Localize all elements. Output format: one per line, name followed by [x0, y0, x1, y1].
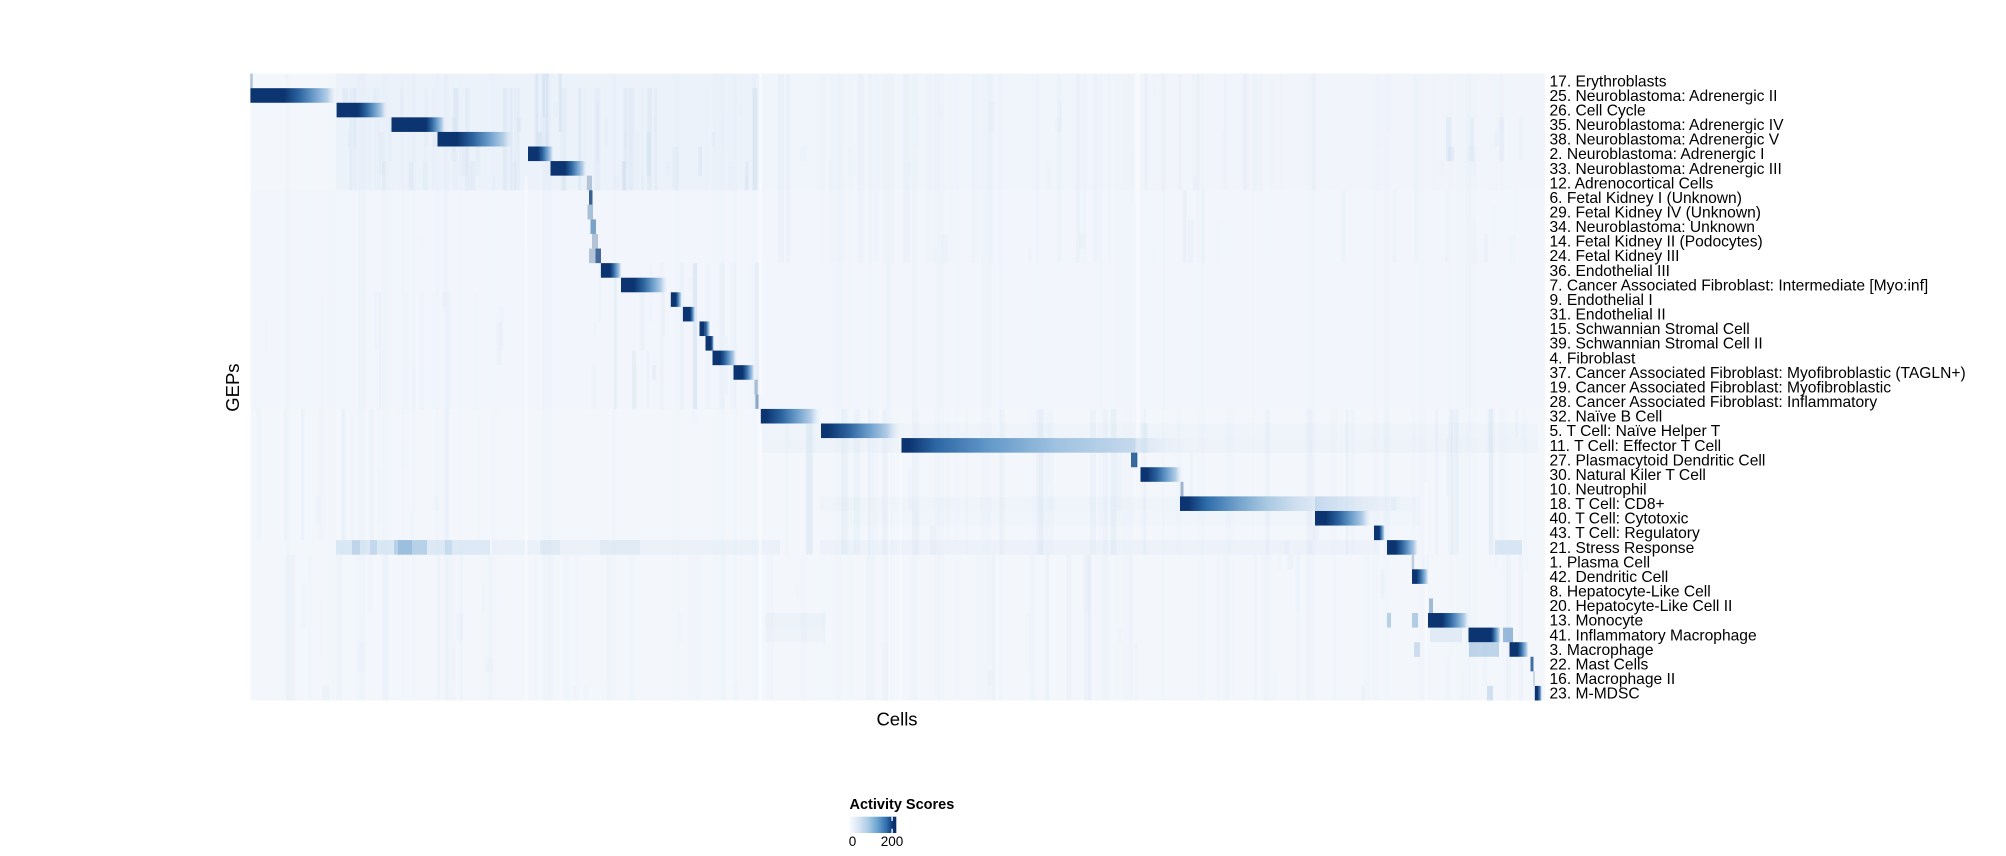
- svg-text:28. Cancer Associated Fibrobla: 28. Cancer Associated Fibroblast: Inflam…: [1550, 394, 1878, 411]
- svg-text:Cells: Cells: [876, 708, 917, 729]
- svg-text:14. Fetal Kidney II (Podocytes: 14. Fetal Kidney II (Podocytes): [1550, 234, 1763, 251]
- svg-text:19. Cancer Associated Fibrobla: 19. Cancer Associated Fibroblast: Myofib…: [1550, 379, 1892, 396]
- svg-text:21. Stress Response: 21. Stress Response: [1550, 540, 1695, 557]
- svg-text:0: 0: [849, 834, 857, 849]
- svg-text:5. T Cell: Naïve Helper T: 5. T Cell: Naïve Helper T: [1550, 423, 1721, 440]
- svg-text:32. Naïve B Cell: 32. Naïve B Cell: [1550, 409, 1663, 426]
- svg-text:15. Schwannian Stromal Cell: 15. Schwannian Stromal Cell: [1550, 321, 1750, 338]
- svg-text:17. Erythroblasts: 17. Erythroblasts: [1550, 73, 1667, 90]
- svg-text:4. Fibroblast: 4. Fibroblast: [1550, 350, 1636, 367]
- svg-text:22. Mast Cells: 22. Mast Cells: [1550, 657, 1649, 674]
- svg-text:30. Natural Kiler T Cell: 30. Natural Kiler T Cell: [1550, 467, 1706, 484]
- svg-text:38. Neuroblastoma: Adrenergic: 38. Neuroblastoma: Adrenergic V: [1550, 132, 1780, 149]
- svg-text:29. Fetal Kidney IV (Unknown): 29. Fetal Kidney IV (Unknown): [1550, 205, 1761, 222]
- svg-text:Activity Scores: Activity Scores: [850, 797, 955, 813]
- svg-text:12. Adrenocortical Cells: 12. Adrenocortical Cells: [1550, 175, 1714, 192]
- svg-text:33. Neuroblastoma: Adrenergic: 33. Neuroblastoma: Adrenergic III: [1550, 161, 1782, 178]
- svg-text:39. Schwannian Stromal Cell II: 39. Schwannian Stromal Cell II: [1550, 336, 1763, 353]
- svg-text:27. Plasmacytoid Dendritic Cel: 27. Plasmacytoid Dendritic Cell: [1550, 452, 1766, 469]
- svg-text:2. Neuroblastoma: Adrenergic I: 2. Neuroblastoma: Adrenergic I: [1550, 146, 1765, 163]
- svg-text:35. Neuroblastoma: Adrenergic: 35. Neuroblastoma: Adrenergic IV: [1550, 117, 1785, 134]
- svg-text:11. T Cell: Effector T Cell: 11. T Cell: Effector T Cell: [1550, 438, 1722, 455]
- svg-text:8. Hepatocyte-Like Cell: 8. Hepatocyte-Like Cell: [1550, 584, 1711, 601]
- svg-text:GEPs: GEPs: [222, 363, 243, 411]
- svg-text:23. M-MDSC: 23. M-MDSC: [1550, 686, 1640, 703]
- svg-text:10. Neutrophil: 10. Neutrophil: [1550, 482, 1647, 499]
- svg-text:42. Dendritic Cell: 42. Dendritic Cell: [1550, 569, 1669, 586]
- svg-text:34. Neuroblastoma: Unknown: 34. Neuroblastoma: Unknown: [1550, 219, 1755, 236]
- svg-text:7. Cancer Associated Fibroblas: 7. Cancer Associated Fibroblast: Interme…: [1550, 277, 1929, 294]
- svg-text:16. Macrophage II: 16. Macrophage II: [1550, 671, 1676, 688]
- svg-text:9. Endothelial I: 9. Endothelial I: [1550, 292, 1653, 309]
- svg-text:24. Fetal Kidney III: 24. Fetal Kidney III: [1550, 248, 1680, 265]
- svg-text:3. Macrophage: 3. Macrophage: [1550, 642, 1654, 659]
- svg-text:20. Hepatocyte-Like Cell II: 20. Hepatocyte-Like Cell II: [1550, 598, 1733, 615]
- svg-text:43. T Cell: Regulatory: 43. T Cell: Regulatory: [1550, 525, 1700, 542]
- svg-text:6. Fetal Kidney I (Unknown): 6. Fetal Kidney I (Unknown): [1550, 190, 1742, 207]
- svg-text:200: 200: [881, 834, 904, 849]
- svg-text:37. Cancer Associated Fibrobla: 37. Cancer Associated Fibroblast: Myofib…: [1550, 365, 1966, 382]
- svg-text:1. Plasma Cell: 1. Plasma Cell: [1550, 554, 1651, 571]
- svg-text:31. Endothelial II: 31. Endothelial II: [1550, 307, 1666, 324]
- svg-text:26. Cell Cycle: 26. Cell Cycle: [1550, 102, 1646, 119]
- svg-text:13. Monocyte: 13. Monocyte: [1550, 613, 1644, 630]
- svg-text:36. Endothelial III: 36. Endothelial III: [1550, 263, 1671, 280]
- svg-text:41. Inflammatory Macrophage: 41. Inflammatory Macrophage: [1550, 627, 1757, 644]
- svg-text:18. T Cell: CD8+: 18. T Cell: CD8+: [1550, 496, 1665, 513]
- svg-text:40. T Cell: Cytotoxic: 40. T Cell: Cytotoxic: [1550, 511, 1689, 528]
- svg-text:25. Neuroblastoma: Adrenergic: 25. Neuroblastoma: Adrenergic II: [1550, 88, 1778, 105]
